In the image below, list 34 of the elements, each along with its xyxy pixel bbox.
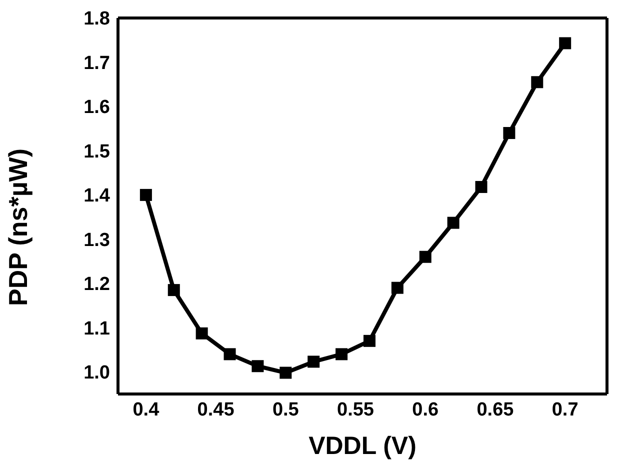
point	[336, 348, 348, 360]
x-tick-label: 0.6	[412, 399, 439, 420]
point	[280, 366, 292, 379]
x-axis-title: VDDL (V)	[308, 432, 416, 460]
point	[559, 37, 572, 50]
point	[140, 188, 152, 201]
point	[196, 327, 208, 340]
y-tick-label: 1.2	[84, 274, 110, 296]
y-tick-label: 1.4	[84, 186, 110, 207]
y-axis-title: PDP (ns*µW)	[3, 148, 34, 306]
y-tick-label: 1.5	[84, 141, 110, 162]
point	[531, 76, 544, 88]
point	[503, 127, 516, 140]
y-tick-label: 1.3	[84, 230, 110, 251]
point	[363, 334, 376, 347]
point	[252, 360, 264, 372]
x-tick-label: 0.4	[132, 399, 160, 420]
y-tick-label: 1.0	[84, 362, 110, 384]
point	[391, 282, 404, 294]
x-tick-label: 0.45	[197, 399, 235, 420]
point	[308, 356, 320, 368]
y-tick-label: 1.6	[84, 97, 110, 118]
point	[168, 284, 180, 296]
x-tick-label: 0.5	[272, 399, 300, 420]
y-tick-label: 1.7	[84, 52, 110, 74]
point	[419, 250, 432, 263]
x-tick-label: 0.7	[552, 399, 578, 420]
point	[475, 180, 488, 193]
x-tick-label: 0.55	[337, 399, 374, 420]
point	[224, 348, 236, 360]
y-tick-label: 1.1	[84, 318, 110, 340]
point	[447, 216, 460, 229]
y-tick-label: 1.8	[84, 8, 110, 30]
x-tick-label: 0.65	[476, 399, 514, 420]
